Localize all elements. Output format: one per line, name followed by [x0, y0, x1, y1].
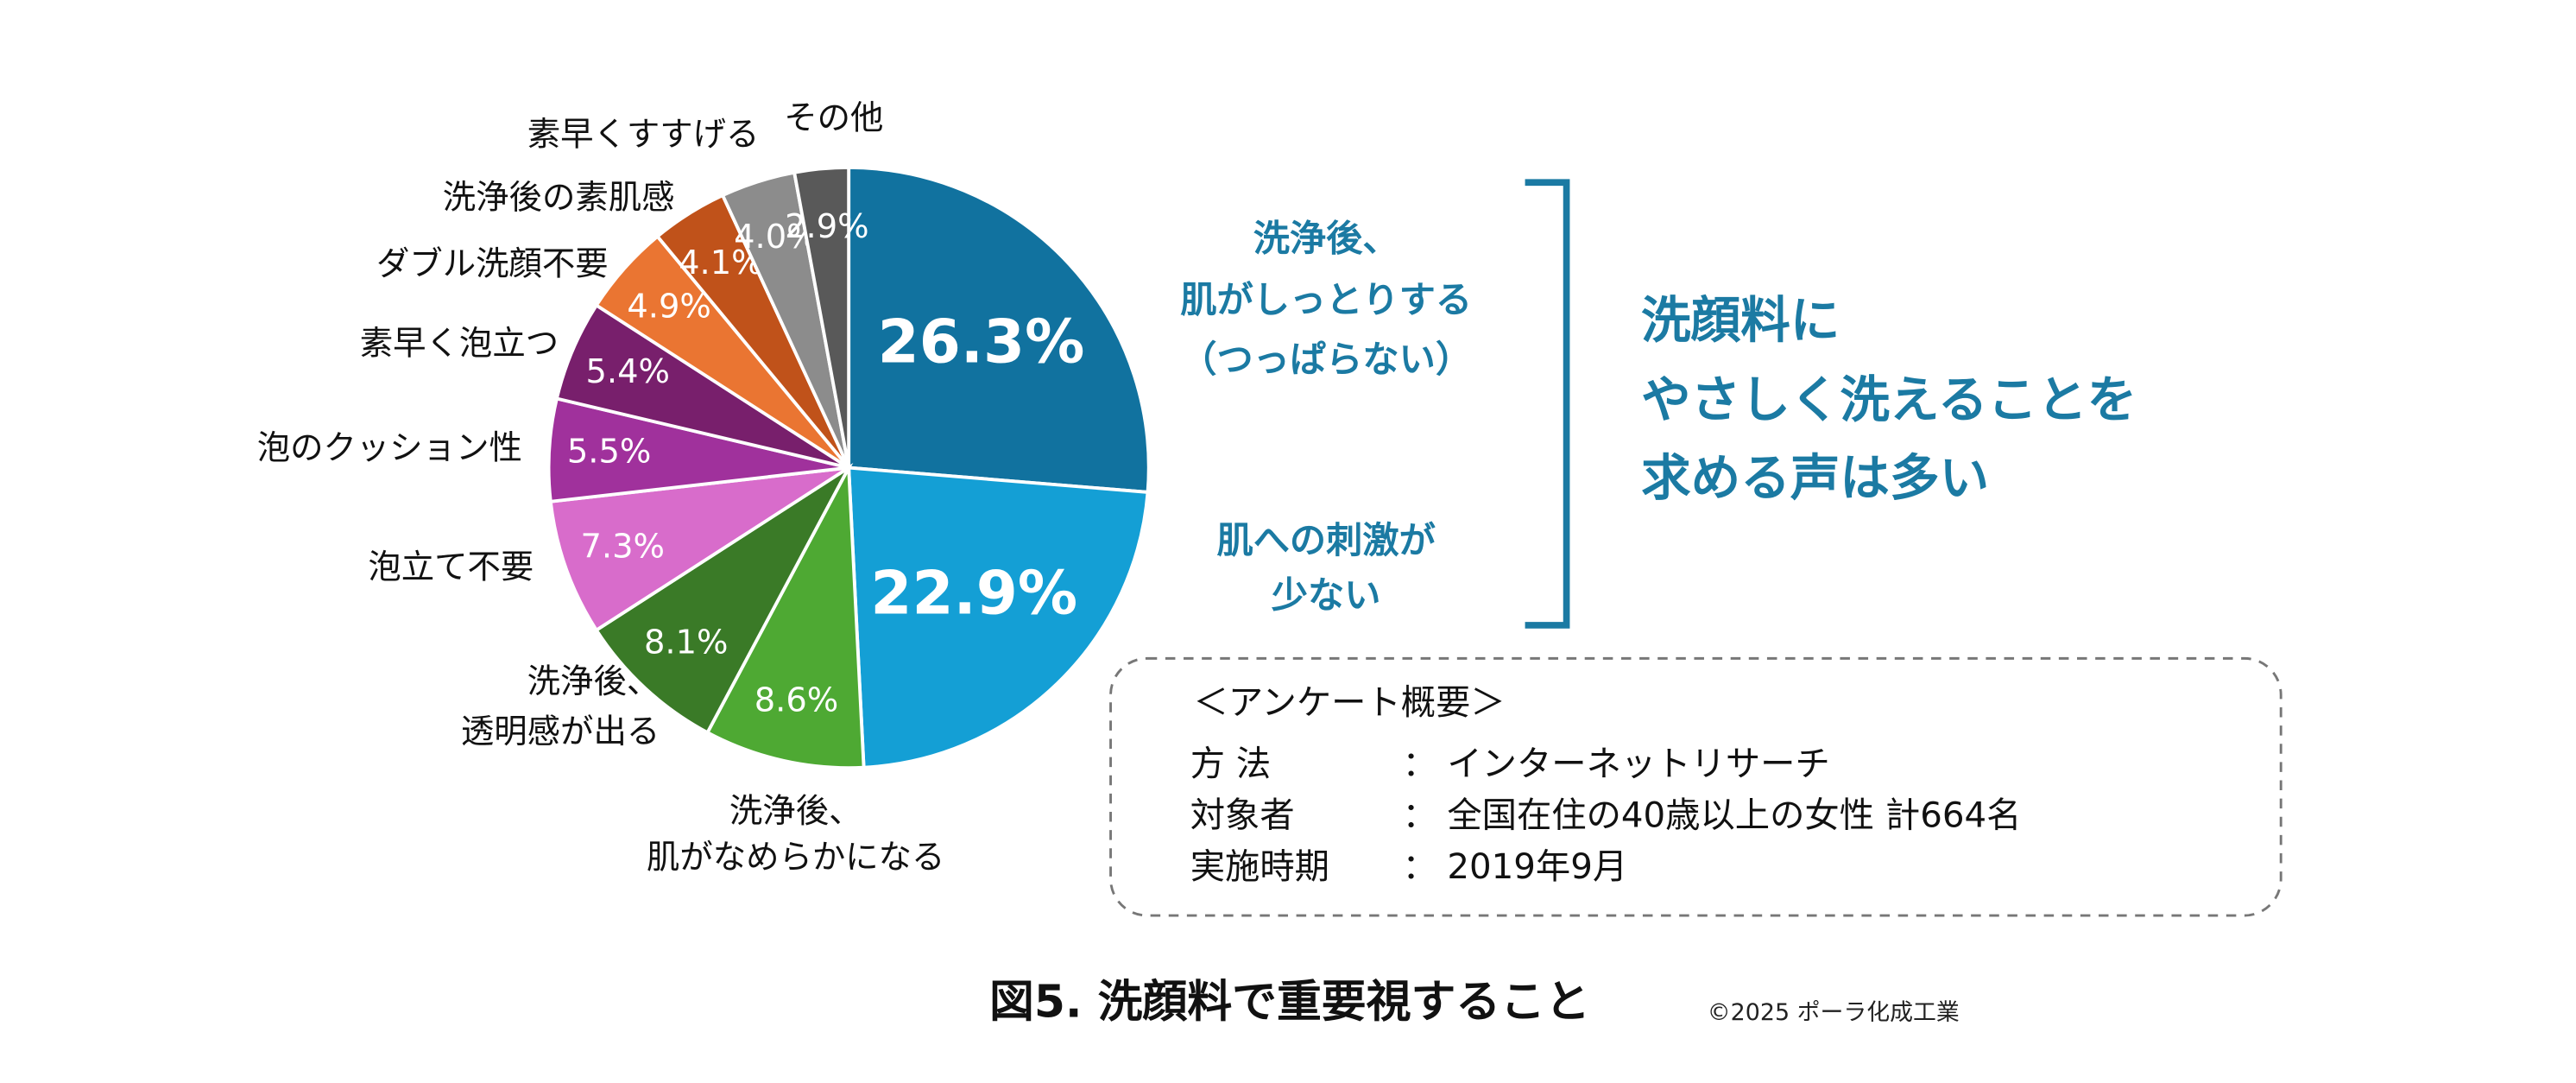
pie-slice: [594, 462, 854, 735]
survey-box: [1109, 656, 2282, 917]
category-label: 素早く泡立つ: [360, 324, 559, 363]
callout: 洗顔料にやさしく洗えることを求める声は多い: [1641, 291, 2137, 506]
value-label: 5.5%: [567, 432, 652, 471]
survey-cell: 方 法: [1190, 744, 1271, 784]
category-label: 洗浄後、肌がなめらかになる: [647, 791, 945, 877]
value-label: 5.4%: [586, 352, 671, 391]
survey-cell: 実施時期: [1190, 846, 1329, 887]
pie-slice: [847, 466, 1150, 770]
value-label: 2.9%: [785, 207, 869, 246]
category-label: 肌への刺激が少ない: [1216, 518, 1436, 615]
value-label: 26.3%: [878, 307, 1085, 377]
copyright: ©2025 ポーラ化成工業: [1708, 999, 1960, 1026]
bracket: [1525, 179, 1570, 629]
value-label: 8.6%: [754, 681, 839, 719]
category-label: 泡のクッション性: [257, 428, 522, 467]
survey-cell: 全国在住の40歳以上の女性 計664名: [1447, 795, 2021, 836]
survey-cell: ：: [1402, 846, 1436, 887]
value-label: 22.9%: [870, 559, 1077, 628]
category-label: ダブル洗顔不要: [376, 244, 609, 283]
category-label: 素早くすすげる: [527, 115, 760, 154]
category-label: 洗浄後、透明感が出る: [461, 662, 660, 751]
category-label: その他: [784, 98, 883, 137]
pie-slice: [704, 461, 866, 770]
survey-title: ＜アンケート概要＞: [1194, 682, 1506, 723]
survey-cell: ：: [1402, 795, 1436, 836]
category-label: 洗浄後、肌がしっとりする（つっぱらない）: [1180, 217, 1472, 380]
value-label: 8.1%: [644, 624, 729, 662]
survey-cell: ：: [1402, 744, 1436, 784]
pie-slice: [792, 166, 851, 468]
category-label: 洗浄後の素肌感: [443, 178, 675, 217]
pie-slice: [548, 466, 850, 633]
survey-cell: 対象者: [1190, 795, 1295, 836]
value-label: 4.9%: [627, 288, 711, 326]
survey-cell: インターネットリサーチ: [1447, 744, 1829, 784]
chart-title: 図5. 洗顔料で重要視すること: [989, 977, 1590, 1029]
category-label: 泡立て不要: [368, 548, 534, 586]
survey-cell: 2019年9月: [1447, 846, 1627, 887]
pie-slice: [847, 166, 1151, 494]
value-label: 7.3%: [580, 527, 665, 566]
